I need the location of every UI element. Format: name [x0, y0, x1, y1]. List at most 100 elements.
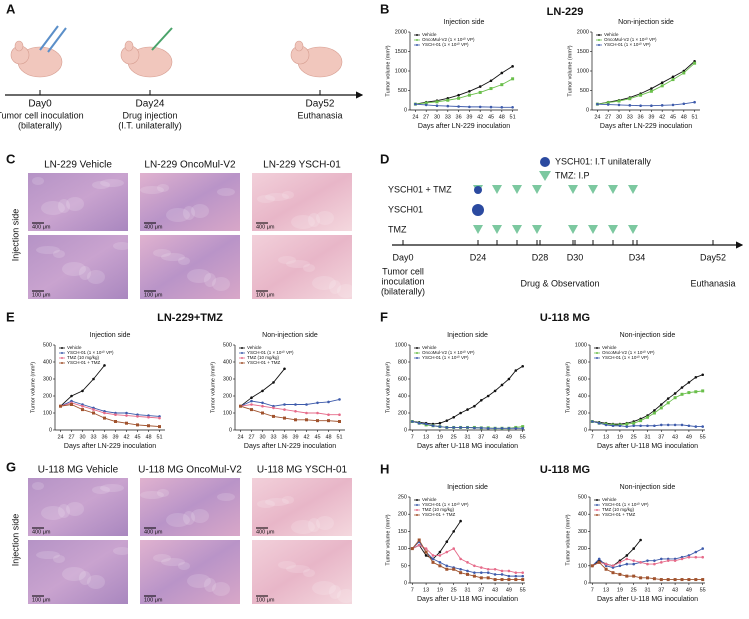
- row-label: TMZ: [388, 224, 407, 234]
- data-point: [500, 71, 504, 75]
- data-point: [493, 389, 497, 393]
- legend-label: YSCH-01 + TMZ: [602, 512, 636, 517]
- panel-letter: H: [380, 461, 389, 476]
- tmz-marker: [568, 185, 578, 194]
- data-point: [701, 373, 704, 377]
- legend-label: TMZ (10 mg/kg): [67, 355, 100, 360]
- x-tick-label: 33: [270, 434, 276, 440]
- data-point: [507, 569, 511, 573]
- timeline-note: Euthanasia: [690, 278, 735, 288]
- scale-label: 400 μm: [144, 224, 163, 230]
- scale-label: 100 μm: [256, 292, 275, 298]
- data-point: [660, 81, 664, 84]
- data-point: [680, 557, 684, 561]
- tissue-texture: [178, 562, 190, 570]
- data-point: [283, 416, 286, 420]
- tissue-texture: [161, 558, 185, 566]
- timeline-note: Drug & Observation: [520, 278, 599, 288]
- data-point: [438, 425, 442, 428]
- tissue-texture: [303, 569, 315, 577]
- data-point: [660, 84, 664, 88]
- x-tick-label: 30: [434, 114, 440, 120]
- legend-label: TMZ: I.P: [555, 170, 590, 180]
- data-point: [459, 519, 462, 523]
- data-point: [639, 93, 643, 97]
- legend-marker: [61, 352, 63, 354]
- y-axis-label: Tumor volume (mm³): [385, 362, 391, 413]
- data-point: [493, 578, 497, 582]
- y-tick-label: 1000: [577, 68, 589, 74]
- data-point: [486, 427, 490, 430]
- x-axis-label: Days after U-118 MG inoculation: [597, 443, 698, 450]
- data-point: [272, 406, 275, 410]
- y-tick-label: 400: [223, 359, 232, 365]
- legend-label: Vehicle: [602, 345, 617, 350]
- chart-title: Injection side: [444, 19, 485, 26]
- y-tick-label: 1500: [395, 49, 407, 55]
- data-point: [500, 427, 504, 430]
- x-tick-label: 36: [101, 434, 107, 440]
- ysch-marker: [472, 204, 484, 216]
- data-point: [294, 418, 297, 422]
- data-point: [457, 105, 460, 108]
- data-point: [514, 578, 518, 582]
- data-point: [618, 564, 622, 568]
- x-tick-label: 19: [437, 587, 443, 593]
- data-point: [521, 578, 525, 582]
- data-point: [500, 569, 504, 573]
- data-point: [628, 104, 632, 107]
- x-tick-label: 42: [477, 114, 483, 120]
- legend-label: OncoMul-V2 (1 × 10¹⁰ VP): [422, 350, 475, 355]
- tmz-marker: [512, 225, 522, 234]
- series-line: [240, 405, 340, 422]
- y-tick-label: 500: [580, 88, 589, 94]
- legend-marker: [598, 39, 600, 41]
- data-point: [694, 550, 698, 554]
- data-point: [478, 105, 482, 109]
- y-tick-label: 600: [398, 376, 407, 382]
- legend-label: Vehicle: [602, 497, 617, 502]
- data-point: [250, 408, 253, 412]
- x-tick-label: 7: [591, 434, 594, 440]
- y-tick-label: 400: [398, 393, 407, 399]
- data-point: [493, 573, 497, 576]
- data-point: [628, 97, 632, 101]
- data-point: [445, 540, 449, 544]
- chart-title: Injection side: [447, 332, 488, 339]
- x-tick-label: 37: [478, 587, 484, 593]
- chart-title: Injection side: [90, 332, 131, 339]
- data-point: [694, 390, 698, 394]
- x-axis-label: Days after U-118 MG inoculation: [597, 596, 698, 603]
- data-point: [618, 424, 622, 428]
- data-point: [459, 567, 462, 571]
- legend-marker: [416, 504, 418, 506]
- tissue-texture: [36, 246, 60, 254]
- x-tick-label: 55: [520, 587, 526, 593]
- data-point: [639, 538, 642, 542]
- data-point: [283, 367, 286, 371]
- tissue-texture: [217, 188, 235, 196]
- day-label: Day0: [28, 99, 52, 110]
- tissue-texture: [87, 575, 105, 589]
- data-point: [591, 420, 594, 423]
- data-point: [486, 567, 490, 571]
- data-point: [480, 571, 483, 574]
- image-label: U-118 MG Vehicle: [38, 465, 119, 476]
- data-point: [114, 420, 117, 423]
- data-point: [103, 416, 106, 420]
- data-point: [411, 420, 414, 423]
- data-point: [659, 578, 663, 582]
- x-tick-label: 33: [90, 434, 96, 440]
- series-line: [412, 544, 523, 574]
- tmz-marker: [473, 225, 483, 234]
- tissue-texture: [79, 571, 91, 585]
- y-tick-label: 1000: [395, 342, 407, 348]
- x-tick-label: 42: [303, 434, 309, 440]
- legend-label: OncoMul-V2 (1 × 10¹⁰ VP): [604, 37, 657, 42]
- x-tick-label: 45: [134, 434, 140, 440]
- x-tick-label: 27: [423, 114, 429, 120]
- tissue-texture: [92, 181, 110, 189]
- data-point: [493, 567, 497, 571]
- y-tick-label: 0: [404, 427, 407, 433]
- data-point: [81, 404, 84, 408]
